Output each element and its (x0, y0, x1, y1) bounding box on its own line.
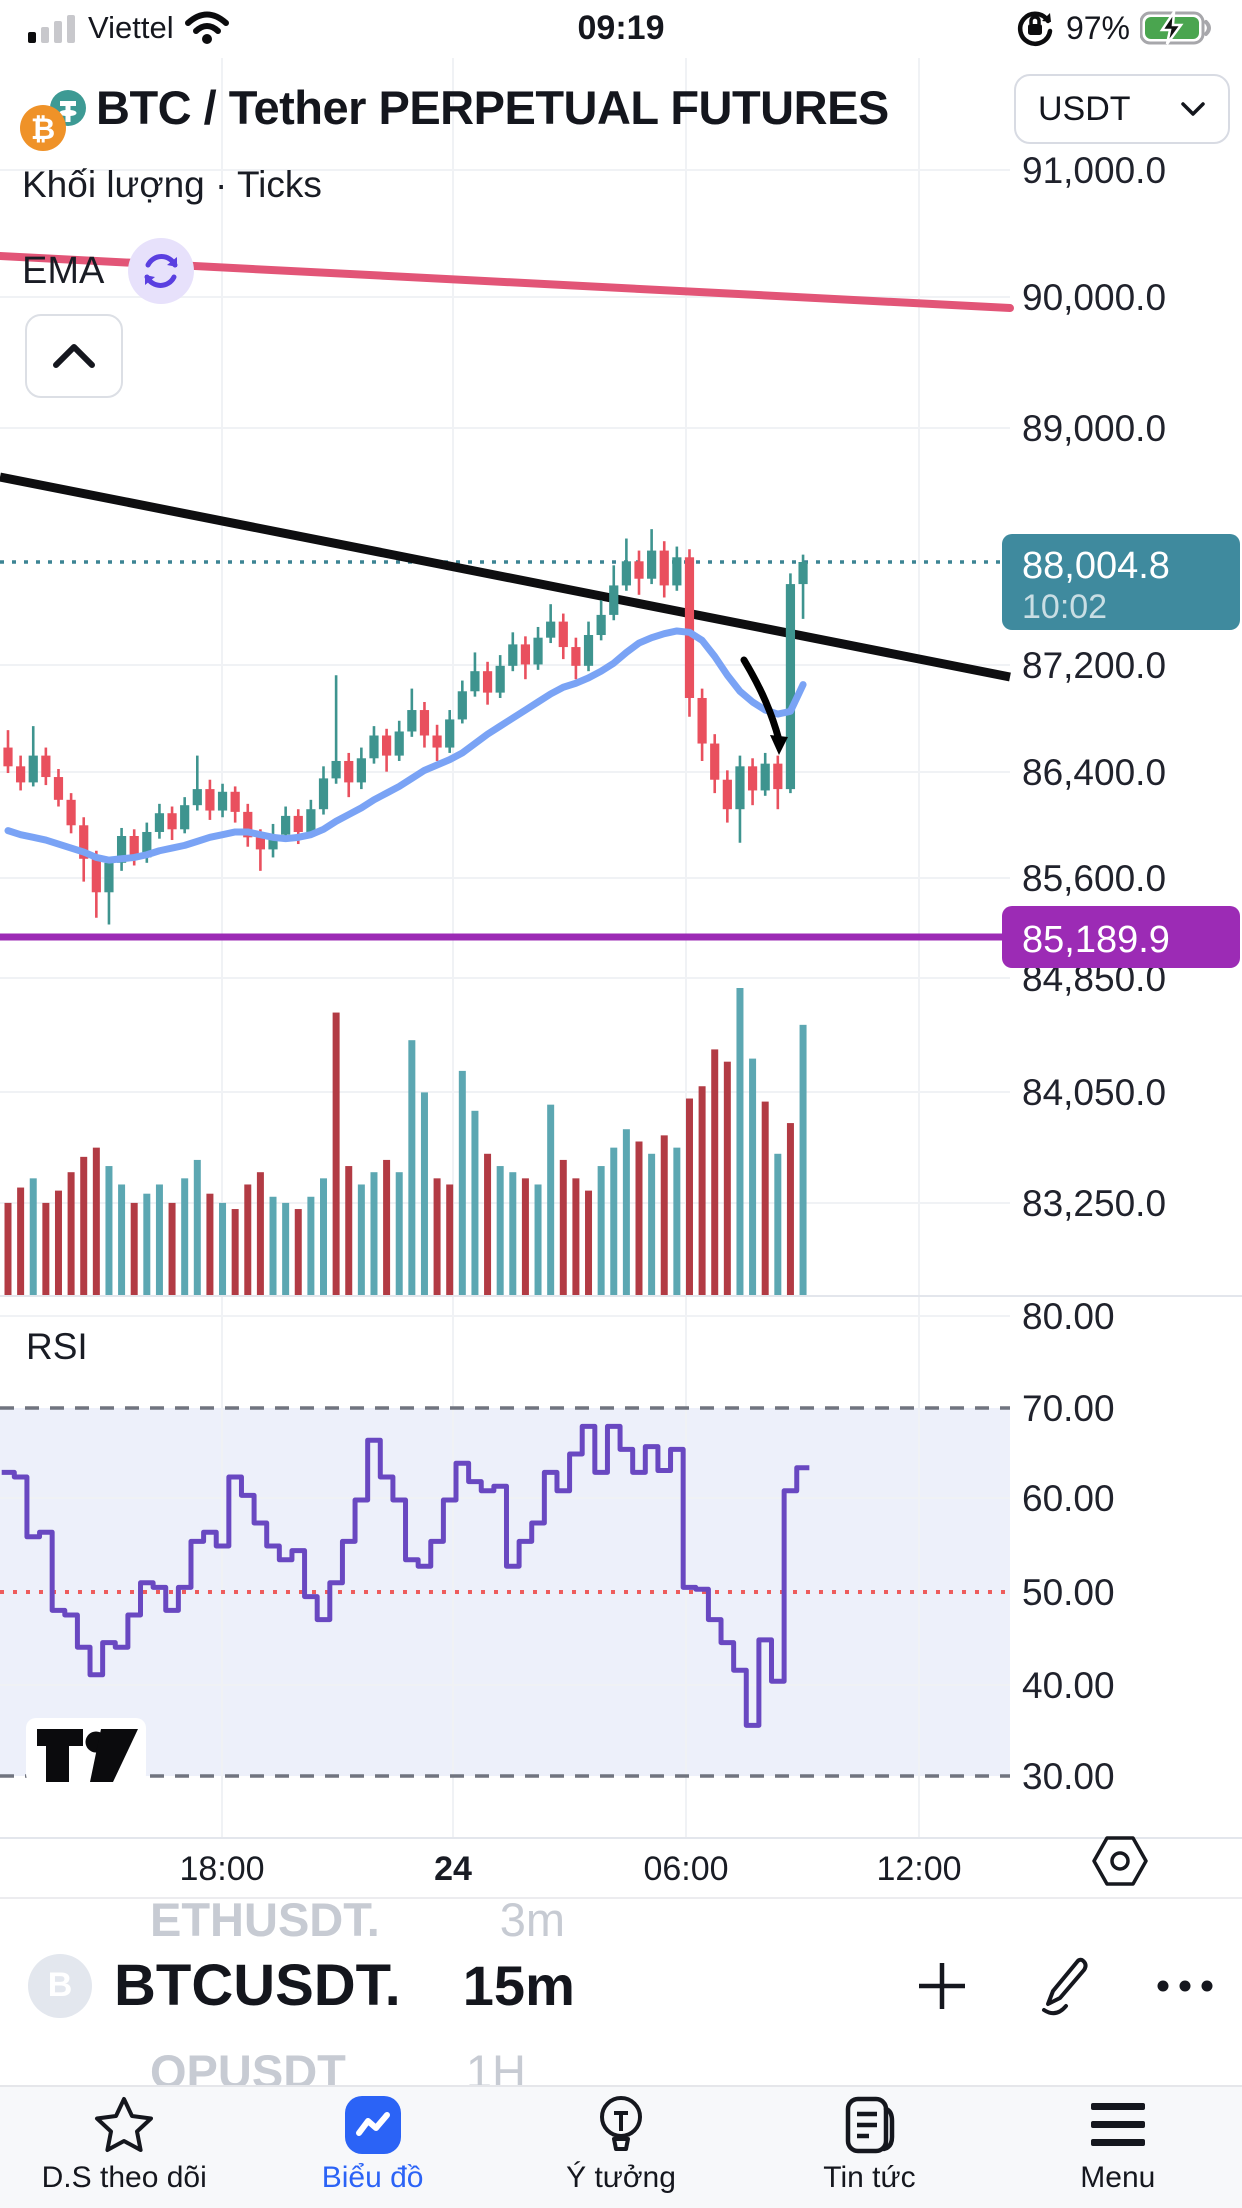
symbol-name: BTCUSDT. (114, 1953, 401, 2018)
currency-select-value: USDT (1038, 89, 1131, 128)
symbol-timeframe: 3m (499, 1900, 566, 1946)
rsi-axis-labels[interactable]: 80.00 70.00 60.00 50.00 40.00 30.00 (1022, 1296, 1115, 1797)
trendline[interactable] (0, 472, 1011, 682)
candles-layer (3, 529, 808, 925)
rsi-band (0, 1408, 1010, 1776)
nav-menu[interactable]: Menu (994, 2087, 1242, 2208)
nav-label: Tin tức (823, 2161, 916, 2194)
draw-tool-button[interactable] (1034, 1956, 1090, 2016)
ema-indicator-label[interactable]: EMA (22, 249, 105, 292)
svg-text:85,189.9: 85,189.9 (1022, 919, 1170, 961)
svg-text:50.00: 50.00 (1022, 1572, 1115, 1613)
svg-text:30.00: 30.00 (1022, 1756, 1115, 1797)
chart-icon (344, 2096, 401, 2154)
wifi-icon (184, 11, 229, 44)
svg-text:90,000.0: 90,000.0 (1022, 277, 1166, 318)
ema-indicator-row: EMA (22, 238, 195, 304)
nav-news[interactable]: Tin tức (745, 2087, 993, 2208)
symbol-item-next[interactable]: OPUSDT 1H (150, 2044, 526, 2085)
svg-text:70.00: 70.00 (1022, 1388, 1115, 1429)
symbol-wheel[interactable]: ETHUSDT. 3m B BTCUSDT. 15m (0, 1900, 1242, 2085)
svg-text:18:00: 18:00 (179, 1850, 264, 1888)
svg-text:85,600.0: 85,600.0 (1022, 858, 1166, 899)
tradingview-logo (26, 1718, 146, 1784)
symbol-item-prev[interactable]: ETHUSDT. 3m (150, 1900, 565, 1947)
rotation-lock-icon (1017, 11, 1053, 46)
svg-text:91,000.0: 91,000.0 (1022, 150, 1166, 191)
cell-signal-icon (28, 15, 75, 43)
svg-text:80.00: 80.00 (1022, 1296, 1115, 1337)
svg-text:88,004.8: 88,004.8 (1022, 545, 1170, 587)
page-title: BTC / Tether PERPETUAL FUTURES (96, 81, 889, 134)
time-axis-labels[interactable]: 18:00 24 06:00 12:00 (179, 1850, 961, 1888)
nav-watchlist[interactable]: D.S theo dõi (0, 2087, 248, 2208)
rsi-indicator-label[interactable]: RSI (26, 1326, 88, 1367)
symbol-name: ETHUSDT. (150, 1900, 380, 1946)
ema-line (4, 627, 807, 864)
nav-label: Ý tưởng (566, 2161, 676, 2194)
level-badge: 85,189.9 (1002, 906, 1240, 968)
nav-ideas[interactable]: Ý tưởng (497, 2087, 745, 2208)
bottom-nav: D.S theo dõi Biểu đồ Ý tưởng (0, 2085, 1242, 2208)
pane-dividers[interactable] (0, 1295, 1242, 1899)
clock-label: 09:19 (577, 8, 665, 47)
symbol-timeframe[interactable]: 15m (462, 1954, 575, 2017)
axis-settings-icon[interactable] (1092, 1836, 1148, 1886)
rsi-line (1, 1423, 810, 1728)
chevron-up-icon (53, 344, 95, 368)
price-badge: 88,004.810:02 (1002, 534, 1240, 630)
svg-text:₿: ₿ (31, 113, 55, 146)
battery-icon (1140, 10, 1211, 45)
svg-text:12:00: 12:00 (876, 1850, 961, 1888)
status-bar: Viettel 09:19 97% (0, 0, 1242, 56)
carrier-label: Viettel (88, 10, 174, 45)
svg-text:83,250.0: 83,250.0 (1022, 1183, 1166, 1224)
nav-label: Biểu đồ (321, 2161, 424, 2194)
svg-text:06:00: 06:00 (643, 1850, 728, 1888)
annotation-arrow[interactable] (740, 656, 788, 755)
symbol-name: OPUSDT (150, 2045, 346, 2085)
svg-text:10:02: 10:02 (1022, 588, 1107, 626)
svg-text:86,400.0: 86,400.0 (1022, 752, 1166, 793)
nav-label: Menu (1080, 2161, 1156, 2194)
add-button[interactable] (916, 1960, 968, 2012)
menu-icon (1090, 2103, 1145, 2146)
volume-indicator-label[interactable]: Khối lượng · Ticks (22, 164, 322, 205)
more-options-button[interactable] (1156, 1979, 1214, 1993)
svg-text:89,000.0: 89,000.0 (1022, 408, 1166, 449)
star-icon (95, 2097, 154, 2152)
battery-percent-label: 97% (1065, 9, 1130, 46)
nav-label: D.S theo dõi (41, 2161, 207, 2194)
refresh-icon (144, 254, 178, 288)
svg-text:40.00: 40.00 (1022, 1665, 1115, 1706)
collapse-indicators-button[interactable] (25, 314, 123, 398)
news-icon (846, 2096, 895, 2154)
nav-chart[interactable]: Biểu đồ (248, 2087, 496, 2208)
symbol-item-current[interactable]: B BTCUSDT. 15m (28, 1952, 1214, 2019)
ema-loading-spinner (128, 238, 195, 304)
symbol-avatar: B (28, 1953, 92, 2018)
price-axis-labels[interactable]: 91,000.0 90,000.0 89,000.0 87,200.0 86,400.0… (1022, 150, 1166, 1224)
svg-text:60.00: 60.00 (1022, 1478, 1115, 1519)
svg-text:24: 24 (434, 1850, 472, 1888)
rsi-guides (0, 1406, 1010, 1778)
symbol-timeframe: 1H (465, 2045, 526, 2085)
volume-layer (4, 988, 807, 1295)
lightbulb-icon (600, 2096, 643, 2151)
svg-text:84,050.0: 84,050.0 (1022, 1072, 1166, 1113)
chevron-down-icon (1181, 102, 1205, 116)
symbol-pair-icon: ₿ (20, 90, 86, 151)
currency-select[interactable]: USDT (1014, 74, 1230, 144)
svg-text:87,200.0: 87,200.0 (1022, 645, 1166, 686)
